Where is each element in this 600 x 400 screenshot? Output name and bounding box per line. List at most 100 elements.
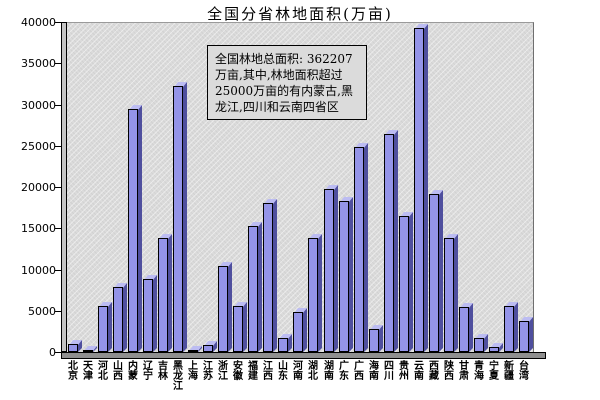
bar-front-face <box>188 350 198 352</box>
bar-side-face <box>364 143 368 352</box>
x-label-河南: 河南 <box>293 361 303 382</box>
bar-side-face <box>213 341 217 352</box>
y-axis-tick <box>55 22 62 23</box>
bar-top-face <box>249 222 262 227</box>
bar-top-face <box>385 130 398 135</box>
x-label-福建: 福建 <box>248 361 258 382</box>
bar-top-face <box>520 317 533 322</box>
x-label-吉林: 吉林 <box>158 361 168 382</box>
bar-side-face <box>409 212 413 352</box>
bar-front-face <box>354 147 364 352</box>
x-label-四川: 四川 <box>384 361 394 382</box>
bar-top-face <box>264 199 277 204</box>
bar-top-face <box>505 302 518 307</box>
x-label-内蒙: 内蒙 <box>128 361 138 382</box>
bar-side-face <box>108 302 112 352</box>
x-label-广西: 广西 <box>354 361 364 382</box>
bar-front-face <box>308 238 318 352</box>
y-tick-label-25000: 25000 <box>21 139 56 153</box>
bar-top-face <box>99 302 112 307</box>
y-axis-tick <box>55 269 62 271</box>
x-label-河北: 河北 <box>98 361 108 382</box>
bar-side-face <box>168 234 172 352</box>
y-tick-label-35000: 35000 <box>21 57 56 71</box>
bar-front-face <box>399 216 409 352</box>
bar-side-face <box>349 197 353 352</box>
bar-front-face <box>429 194 439 352</box>
bar-front-face <box>369 329 379 352</box>
y-axis-tick <box>55 145 62 147</box>
bar-top-face <box>400 212 413 217</box>
y-tick-label-5000: 5000 <box>28 304 56 318</box>
bar-side-face <box>454 234 458 352</box>
bar-front-face <box>459 307 469 352</box>
x-label-安徽: 安徽 <box>233 361 243 382</box>
bar-top-face <box>204 341 217 346</box>
x-label-浙江: 浙江 <box>218 361 228 382</box>
bar-side-face <box>394 130 398 352</box>
x-label-青海: 青海 <box>474 361 484 382</box>
x-label-江西: 江西 <box>263 361 273 382</box>
chart-title: 全国分省林地面积(万亩) <box>207 5 393 23</box>
bar-front-face <box>248 226 258 352</box>
x-label-山东: 山东 <box>278 361 288 382</box>
x-label-海南: 海南 <box>369 361 379 382</box>
bar-front-face <box>384 134 394 352</box>
bar-top-face <box>490 343 503 348</box>
bar-top-face <box>340 197 353 202</box>
annotation-line: 万亩,其中,林地面积超过 <box>215 68 343 82</box>
annotation-line: 25000万亩的有内蒙古,黑 <box>215 84 353 98</box>
bar-side-face <box>379 325 383 352</box>
bar-front-face <box>504 306 514 352</box>
y-axis-tick <box>55 352 62 353</box>
bar-top-face <box>189 346 202 351</box>
annotation-box: 全国林地总面积: 362207 万亩,其中,林地面积超过 25000万亩的有内蒙… <box>207 45 367 120</box>
annotation-line: 全国林地总面积: 362207 <box>215 52 353 66</box>
bar-top-face <box>159 234 172 239</box>
bar-top-face <box>84 346 97 351</box>
bar-side-face <box>228 262 232 352</box>
x-label-宁夏: 宁夏 <box>489 361 499 382</box>
x-label-贵州: 贵州 <box>399 361 409 382</box>
x-label-新疆: 新疆 <box>504 361 514 382</box>
x-axis-labels: 北京 天津 河北 山西 内蒙 辽宁 吉林 黑龙江 上海 江苏 浙江 安徽 福建 江西 山东 河南 湖北 湖南 广东广… <box>67 360 534 400</box>
bar-top-face <box>325 185 338 190</box>
bar-side-face <box>273 199 277 352</box>
x-label-西藏: 西藏 <box>429 361 439 382</box>
bar-front-face <box>474 338 484 352</box>
bar-top-face <box>475 334 488 339</box>
bar-front-face <box>173 86 183 352</box>
bar-side-face <box>318 234 322 352</box>
bar-side-face <box>439 190 443 352</box>
chart-floor <box>61 352 546 359</box>
bar-front-face <box>444 238 454 352</box>
bar-top-face <box>309 234 322 239</box>
bar-front-face <box>218 266 228 352</box>
x-label-台湾: 台湾 <box>519 361 529 382</box>
x-label-黑龙江: 黑龙江 <box>173 361 183 392</box>
bar-top-face <box>114 283 127 288</box>
bar-side-face <box>469 303 473 352</box>
x-label-湖北: 湖北 <box>308 361 318 382</box>
annotation-line: 龙江,四川和云南四省区 <box>215 100 339 114</box>
bar-front-face <box>68 344 78 352</box>
y-axis-tick <box>55 187 62 188</box>
bar-side-face <box>303 308 307 352</box>
bar-front-face <box>158 238 168 352</box>
y-tick-label-0: 0 <box>49 346 56 359</box>
bar-side-face <box>334 185 338 352</box>
x-label-陕西: 陕西 <box>444 361 454 382</box>
bar-top-face <box>219 262 232 267</box>
bar-top-face <box>279 334 292 339</box>
bar-side-face <box>243 302 247 352</box>
x-label-甘肃: 甘肃 <box>459 361 469 382</box>
y-axis-tick <box>55 63 62 65</box>
bar-front-face <box>83 350 93 352</box>
bar-side-face <box>529 317 533 352</box>
bar-top-face <box>234 302 247 307</box>
bar-front-face <box>293 312 303 352</box>
bar-front-face <box>143 279 153 352</box>
y-tick-label-30000: 30000 <box>21 98 56 112</box>
bar-front-face <box>98 306 108 352</box>
bar-front-face <box>324 189 334 352</box>
